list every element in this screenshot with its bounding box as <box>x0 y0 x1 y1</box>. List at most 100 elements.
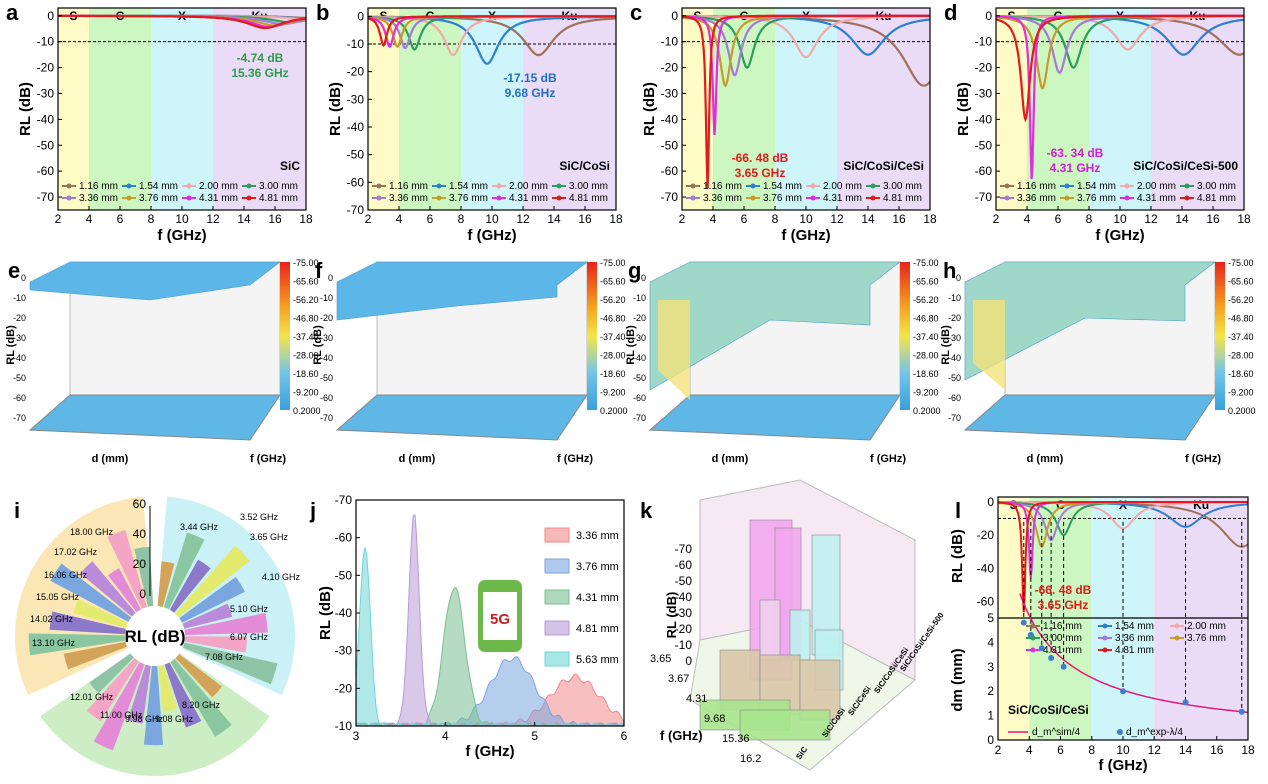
x-tick-label: 18 <box>609 212 623 226</box>
x-tick-label: 12 <box>516 212 530 226</box>
y-tick-label: -30 <box>975 86 993 100</box>
legend-marker <box>810 195 816 201</box>
radial-tick: 40 <box>133 527 147 541</box>
band-X <box>151 8 213 210</box>
freq-tick: 3.67 <box>668 673 689 685</box>
y-tick-label: -70 <box>975 190 993 204</box>
colorbar-label: 0.2000 <box>913 406 941 416</box>
polar-bar <box>174 545 250 618</box>
y-tick-bottom: 3 <box>987 660 994 674</box>
y-tick-label: -50 <box>335 568 353 582</box>
panel-label: b <box>316 0 329 25</box>
colorbar-label: -28.00 <box>1228 351 1254 361</box>
polar-bar <box>28 633 126 656</box>
colorbar-label: -37.40 <box>600 332 626 342</box>
legend-entry: 3.36 mm <box>1017 193 1056 204</box>
y-tick-label: -20 <box>975 61 993 75</box>
colorbar-label: -75.00 <box>600 258 626 268</box>
bar3d <box>759 599 781 661</box>
legend-marker <box>1174 623 1180 629</box>
y-tick-label: -30 <box>347 92 365 106</box>
x-tick-label: 14 <box>237 212 251 226</box>
polar-bar <box>107 568 142 613</box>
legend-entry: 3.36 mm <box>703 193 742 204</box>
y-axis-label: RL (dB) <box>641 82 658 136</box>
dm-exp-point <box>1060 663 1067 670</box>
x-tick-label: 6 <box>741 212 748 226</box>
x-tick-label: 12 <box>830 212 844 226</box>
y-tick-label: -60 <box>661 164 679 178</box>
legend-entry: 4.81 mm <box>1197 193 1236 204</box>
z-tick-label: -60 <box>675 558 693 572</box>
radial-tick: 0 <box>139 587 146 601</box>
z-tick-label: -60 <box>948 393 961 403</box>
panel-f: f 0 -10 -20 -30 -40 -50 -60 -70 RL (dB) d (mm) f (G… <box>312 258 628 465</box>
legend-marker <box>690 183 696 189</box>
legend-entry: 1.16 mm <box>1043 621 1082 632</box>
legend-entry: 2.00 mm <box>823 181 862 192</box>
annotation-value: -66. 48 dB <box>732 151 789 165</box>
y-tick-label: -40 <box>37 112 55 126</box>
panel-e: e 0 -10 -20 -30 -40 -50 -60 -70 RL (dB) d (mm) f (G… <box>5 258 321 465</box>
legend-entry: 4.81 mm <box>259 193 298 204</box>
polar-bar <box>73 599 128 628</box>
x-tick-label: 4 <box>86 212 93 226</box>
x-tick-label: 3 <box>353 729 360 743</box>
legend-entry: 1.16 mm <box>703 181 742 192</box>
y-tick-label: -50 <box>975 138 993 152</box>
y-tick-bottom: 5 <box>987 611 994 625</box>
x-tick-label: 2 <box>993 212 1000 226</box>
polar-bar <box>184 636 248 653</box>
y-tick-label: 0 <box>357 9 364 23</box>
legend-entry: 1.54 mm <box>449 181 488 192</box>
polar-bar <box>179 576 245 623</box>
x-tick-label: 18 <box>1241 743 1255 757</box>
legend-marker <box>556 183 562 189</box>
colorbar-label: -75.00 <box>293 258 319 268</box>
legend-entry: 2.00 mm <box>509 181 548 192</box>
x-axis-label: f (GHz) <box>467 227 516 244</box>
legend-marker <box>376 195 382 201</box>
series-4.81-mm <box>367 15 616 48</box>
freq-label: 4.10 GHz <box>262 572 301 582</box>
band-label: C <box>1056 498 1065 512</box>
colorbar-label: -18.60 <box>293 369 319 379</box>
colorbar-label: -9.200 <box>293 388 319 398</box>
freq-label: 3.65 GHz <box>250 532 289 542</box>
legend-entry: 4.31 mm <box>199 193 238 204</box>
z-tick-label: -40 <box>948 353 961 363</box>
y-tick-top: -60 <box>977 594 995 608</box>
colorbar-label: -28.00 <box>913 351 939 361</box>
z-tick-label: -50 <box>13 373 26 383</box>
x-tick-label: 2 <box>995 743 1002 757</box>
x-tick-label: 6 <box>117 212 124 226</box>
polar-bar <box>127 664 151 724</box>
annotation-freq: 9.68 GHz <box>505 86 556 100</box>
legend-entry: 5.63 mm <box>576 654 619 666</box>
colorbar-label: -65.60 <box>293 277 319 287</box>
dm-exp-point <box>1038 645 1045 652</box>
freq-tick: 9.68 <box>704 713 725 725</box>
dm-exp-point <box>1120 688 1126 695</box>
y-tick-label: -40 <box>347 120 365 134</box>
dm-exp-point <box>1048 655 1055 662</box>
series-4.81-mm <box>995 14 1244 123</box>
legend-marker <box>1184 183 1190 189</box>
colorbar-label: -18.60 <box>600 369 626 379</box>
legend-entry: 3.00 mm <box>259 181 298 192</box>
y-tick-label: -50 <box>347 148 365 162</box>
polar-bar <box>164 662 202 728</box>
y-tick-label: 0 <box>985 9 992 23</box>
x-tick-label: 6 <box>1057 743 1064 757</box>
legend-entry: 3.76 mm <box>1187 633 1226 644</box>
x-axis-label: d (mm) <box>712 453 749 465</box>
rl-surface-yellow <box>973 300 1005 390</box>
colorbar-label: -37.40 <box>293 332 319 342</box>
x-tick-label: 18 <box>923 212 937 226</box>
z-tick-label: -30 <box>948 333 961 343</box>
legend-exp-marker <box>1117 729 1123 735</box>
panel-label: d <box>944 0 957 25</box>
band-S <box>996 8 1027 210</box>
band-X <box>1089 8 1151 210</box>
z-tick-label: -70 <box>13 413 26 423</box>
